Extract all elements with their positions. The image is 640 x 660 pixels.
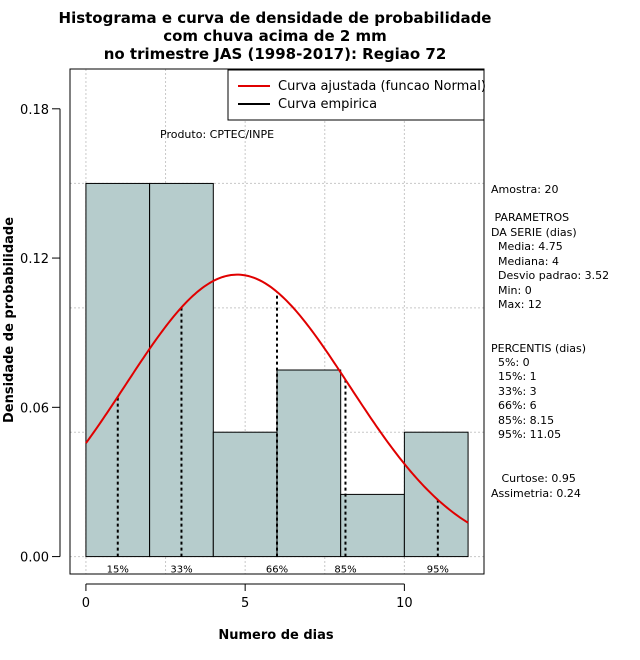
chart-title-line-3: no trimestre JAS (1998-2017): Regiao 72	[104, 45, 447, 63]
stat-params-title-2: DA SERIE (dias)	[491, 226, 577, 239]
stat-sample-size: Amostra: 20	[491, 183, 558, 196]
chart-title-line-2: com chuva acima de 2 mm	[163, 27, 387, 45]
x-tick-label-1: 5	[241, 596, 249, 611]
histogram-bar-4	[340, 493, 405, 558]
legend: Curva ajustada (funcao Normal) Curva emp…	[227, 69, 486, 121]
stat-percentiles-title: PERCENTIS (dias)	[491, 342, 586, 355]
stat-kurtosis: Curtose: 0.95	[491, 472, 576, 485]
percentile-lines: 15% 33% 66% 85% 95%	[107, 291, 449, 576]
y-tick-label-2: 0.12	[20, 252, 49, 267]
normal-curve	[85, 273, 469, 524]
histogram-bar-5	[403, 431, 469, 558]
stat-stddev: Desvio padrao: 3.52	[491, 269, 609, 282]
stat-p33: 33%: 3	[491, 385, 537, 398]
stat-max: Max: 12	[491, 298, 542, 311]
stat-p15: 15%: 1	[491, 370, 537, 383]
percentile-label-0: 15%	[107, 565, 129, 576]
y-tick-label-1: 0.06	[20, 401, 49, 416]
x-axis-label: Numero de dias	[218, 628, 334, 643]
chart-title-line-1: Histograma e curva de densidade de proba…	[59, 9, 492, 27]
stat-p66: 66%: 6	[491, 399, 537, 412]
stat-median: Mediana: 4	[491, 255, 559, 268]
product-annotation: Produto: CPTEC/INPE	[160, 128, 274, 141]
percentile-label-1: 33%	[170, 565, 192, 576]
x-tick-label-0: 0	[82, 596, 90, 611]
percentile-label-4: 95%	[427, 565, 449, 576]
x-tick-label-2: 10	[396, 596, 413, 611]
axes: 0.00 0.06 0.12 0.18 0 5 10	[20, 103, 413, 611]
y-tick-label-3: 0.18	[20, 103, 49, 118]
normal-curve-line	[85, 273, 469, 524]
stat-p05: 5%: 0	[491, 356, 530, 369]
histogram-bar-2	[212, 431, 278, 558]
y-axis-label: Densidade de probabilidade	[2, 217, 17, 423]
legend-label-fit: Curva ajustada (funcao Normal)	[278, 79, 486, 94]
stats-panel: Amostra: 20 PARAMETROS DA SERIE (dias) M…	[491, 183, 609, 500]
legend-box	[227, 69, 485, 121]
histogram-bar-3	[276, 369, 342, 558]
legend-label-empirical: Curva empirica	[278, 97, 377, 112]
stat-params-title-1: PARAMETROS	[491, 211, 569, 224]
plot-frame	[69, 68, 485, 575]
y-tick-label-0: 0.00	[20, 551, 49, 566]
percentile-label-2: 66%	[266, 565, 288, 576]
stat-min: Min: 0	[491, 284, 532, 297]
stat-p95: 95%: 11.05	[491, 428, 561, 441]
percentile-label-3: 85%	[334, 565, 356, 576]
stat-p85: 85%: 8.15	[491, 414, 554, 427]
stat-skewness: Assimetria: 0.24	[491, 487, 581, 500]
stat-mean: Media: 4.75	[491, 240, 563, 253]
